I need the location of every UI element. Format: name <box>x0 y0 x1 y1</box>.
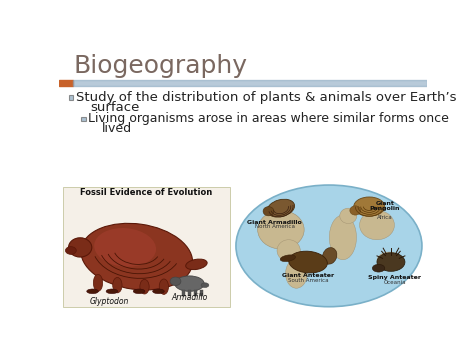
Ellipse shape <box>258 211 304 249</box>
Ellipse shape <box>360 211 394 240</box>
Ellipse shape <box>340 208 357 224</box>
Ellipse shape <box>153 289 164 294</box>
Ellipse shape <box>140 279 149 294</box>
Bar <box>69 95 73 100</box>
Text: Armadillo: Armadillo <box>171 293 208 302</box>
Text: Spiny Anteater: Spiny Anteater <box>368 275 421 280</box>
Ellipse shape <box>93 274 103 291</box>
Bar <box>201 290 203 296</box>
Ellipse shape <box>277 240 300 261</box>
Ellipse shape <box>159 279 169 294</box>
Ellipse shape <box>280 255 295 262</box>
Text: lived: lived <box>102 121 132 135</box>
Ellipse shape <box>377 252 402 269</box>
Ellipse shape <box>267 199 294 217</box>
Text: Study of the distribution of plants & animals over Earth’s: Study of the distribution of plants & an… <box>76 91 457 104</box>
Bar <box>81 116 86 121</box>
Ellipse shape <box>373 264 385 272</box>
Bar <box>188 290 191 296</box>
Text: surface: surface <box>90 101 140 114</box>
Ellipse shape <box>133 289 145 294</box>
Ellipse shape <box>354 197 385 216</box>
Text: Giant
Pangolin: Giant Pangolin <box>370 201 400 212</box>
Text: Biogeography: Biogeography <box>73 54 247 78</box>
Ellipse shape <box>106 289 118 294</box>
Ellipse shape <box>87 289 99 294</box>
Ellipse shape <box>175 276 204 291</box>
Ellipse shape <box>201 283 209 288</box>
Ellipse shape <box>377 253 405 271</box>
Text: Giant Anteater: Giant Anteater <box>282 273 334 278</box>
Ellipse shape <box>94 228 156 267</box>
Ellipse shape <box>113 278 122 293</box>
Text: Giant Armadillo: Giant Armadillo <box>247 219 302 225</box>
Bar <box>63 187 230 307</box>
Ellipse shape <box>65 247 76 254</box>
Text: North America: North America <box>255 224 295 229</box>
Text: Oceania: Oceania <box>383 280 406 285</box>
Bar <box>182 290 185 296</box>
Ellipse shape <box>285 259 307 288</box>
Ellipse shape <box>236 185 422 307</box>
Text: Africa: Africa <box>377 215 392 220</box>
Ellipse shape <box>81 223 192 290</box>
Bar <box>73 80 427 86</box>
Text: Fossil Evidence of Evolution: Fossil Evidence of Evolution <box>80 188 212 197</box>
Ellipse shape <box>263 207 274 216</box>
Text: Glyptodon: Glyptodon <box>90 297 129 306</box>
Ellipse shape <box>170 277 181 285</box>
Ellipse shape <box>69 238 92 257</box>
Ellipse shape <box>322 247 337 264</box>
Ellipse shape <box>329 215 356 260</box>
Bar <box>194 290 197 296</box>
Text: Living organisms arose in areas where similar forms once: Living organisms arose in areas where si… <box>88 112 449 125</box>
Ellipse shape <box>289 251 328 273</box>
Bar <box>59 80 73 86</box>
Ellipse shape <box>350 206 361 215</box>
Text: South America: South America <box>288 278 328 283</box>
Ellipse shape <box>186 259 207 270</box>
